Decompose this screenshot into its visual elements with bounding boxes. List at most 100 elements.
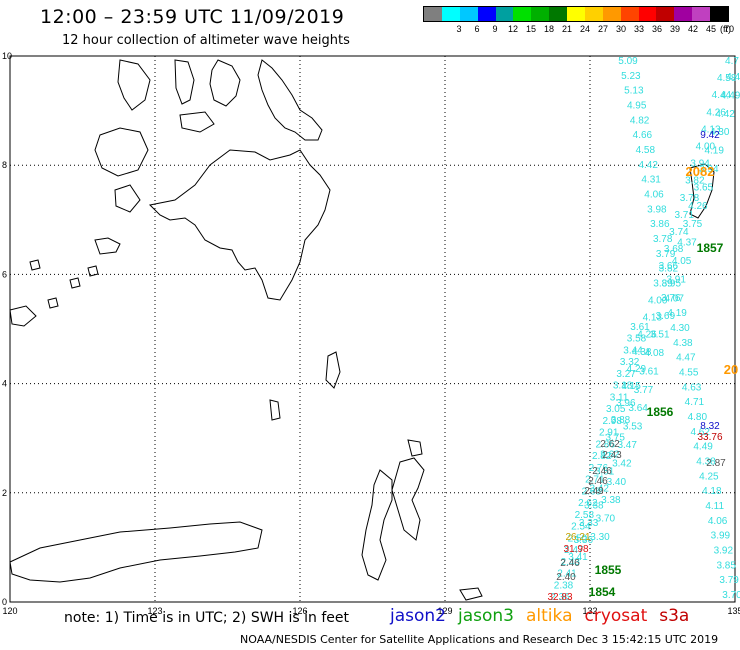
coastline-bohol [179,111,215,133]
wave-height-label: 3.78 [680,193,700,204]
legend-swatch [656,7,675,21]
legend-swatch [459,7,478,21]
legend-tick: 30 [615,24,627,34]
legend-swatch [584,7,603,21]
coastlines [9,59,715,601]
y-tick-label: 0 [2,597,7,607]
highlighted-label-green-c: 1855 [595,563,622,577]
highlighted-label-blue-b: 8.32 [700,421,720,432]
map-title: 12:00 – 23:59 UTC 11/09/2019 [40,6,345,28]
wave-height-label: 2.71 [585,475,605,486]
legend-tick: 21 [561,24,573,34]
x-tick-label: 126 [292,606,307,616]
coastline-negros-b [114,184,141,213]
wave-height-label: 3.11 [610,392,629,403]
wave-height-label: 4.06 [644,190,664,201]
legend-tick: 33 [633,24,645,34]
wave-height-label: 4.42 [715,109,735,120]
wave-height-label: 3.18 [613,381,633,392]
coastline-zamboanga [94,237,121,255]
legend-tick: 3 [456,24,462,34]
wave-height-label: 3.98 [647,204,667,215]
wave-height-label: 2.50 [568,533,588,544]
legend-tick: 9 [492,24,498,34]
wave-height-label: 4.49 [693,442,713,453]
highlighted-label-gray-a: 2.87 [706,458,726,469]
wave-height-label: 4.58 [717,73,737,84]
wave-height-label: 4.38 [673,338,693,349]
coastline-samar [257,59,323,141]
wave-height-label: 3.32 [620,357,640,368]
wave-height-label: 2.98 [602,416,622,427]
x-tick-label: 135 [727,606,740,616]
wave-height-label: 3.79 [656,249,676,260]
coastline-leyte [209,59,241,107]
coastline-negros [117,59,151,111]
highlighted-label-gray-h: 2.40 [556,572,576,583]
legend-swatch [710,7,728,21]
wave-height-label: 4.15 [621,381,641,392]
legend-tick: 45 [705,24,717,34]
legend-swatch [477,7,496,21]
coastline-sulu-b [47,297,59,309]
wave-height-label: 4.38 [696,457,716,468]
highlighted-label-green-d: 1854 [589,585,616,599]
coastline-sulu-c [69,277,81,289]
wave-height-label: 3.75 [605,432,625,443]
wave-height-label: 3.41 [568,552,588,563]
wave-height-label: 4.19 [704,146,724,157]
highlighted-label-red-b: 31.98 [563,544,588,555]
wave-height-label: 3.77 [634,385,654,396]
altimeter-tracks: 5.095.235.134.954.824.664.584.424.314.06… [550,56,740,603]
wave-height-label: 5.23 [621,71,641,82]
legend-swatches [423,6,729,22]
wave-height-label: 3.92 [714,546,734,557]
wave-height-label: 4.25 [699,471,719,482]
wave-height-label: 2.86 [595,439,615,450]
wave-height-label: 3.51 [595,467,615,478]
wave-height-label: 4.06 [708,516,728,527]
footer-credit: NOAA/NESDIS Center for Satellite Applica… [240,633,719,646]
satellite-jason3: jason3 [458,606,514,626]
wave-height-label: 3.88 [611,415,631,426]
wave-height-label: 4.07 [664,293,684,304]
legend-swatch [638,7,657,21]
wave-height-label: 4.18 [702,486,722,497]
wave-height-label: 3.94 [690,159,710,170]
highlighted-label-gray-e: 2.46 [588,476,608,487]
coastline-east-mindanao [689,163,715,219]
wave-height-label: 3.89 [653,278,673,289]
highlighted-label-gray-b: 2.62 [600,439,620,450]
wave-height-label: 3.58 [627,334,647,345]
y-tick-label: 8 [2,160,7,170]
legend-swatch [620,7,639,21]
legend-swatch [567,7,585,21]
wave-height-label: 4.66 [633,130,653,141]
wave-height-label: 3.05 [606,404,626,415]
wave-height-label: 3.85 [716,560,736,571]
coastline-sangihe [325,351,341,389]
highlighted-label-blue-a: 9.42 [700,130,720,141]
wave-height-label: 2.38 [554,580,574,591]
wave-height-label: 3.96 [616,398,636,409]
wave-height-label: 3.30 [590,532,610,543]
map-subtitle: 12 hour collection of altimeter wave hei… [62,33,350,48]
wave-height-label: 3.33 [579,518,599,529]
wave-height-label: 4.08 [645,348,665,359]
wave-height-label: 2.76 [589,463,609,474]
wave-height-label: 2.47 [564,545,584,556]
coastline-cebu [174,59,195,105]
highlighted-label-orange-b: 20 [724,362,738,377]
wave-height-label: 3.47 [617,440,637,451]
wave-height-label: 3.65 [694,182,714,193]
wave-height-label: 3.51 [650,330,670,341]
wave-height-label: 4.13 [701,124,721,135]
y-tick-label: 6 [2,269,7,279]
legend-tick: 6 [474,24,480,34]
wave-height-label: 4.00 [696,142,716,153]
legend-tick: 18 [543,24,555,34]
legend-swatch [549,7,567,21]
wave-height-label: 4.26 [637,330,657,341]
wave-height-label: 3.70 [596,514,616,525]
wave-height-label: 3.61 [639,366,659,377]
